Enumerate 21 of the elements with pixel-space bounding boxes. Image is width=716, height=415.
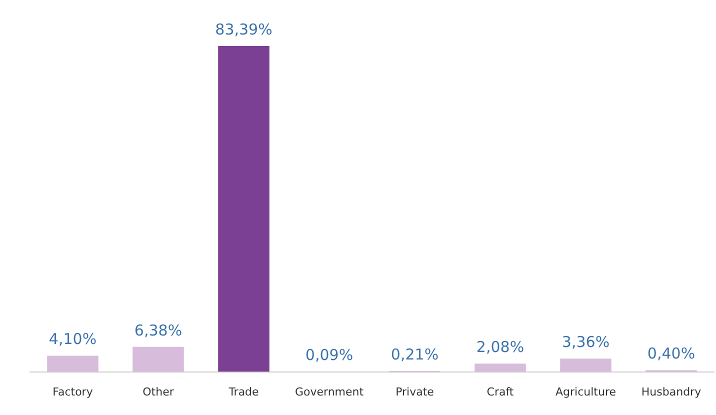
- x-tick-label: Other: [142, 385, 174, 398]
- bar: [560, 358, 612, 372]
- data-label: 0,09%: [305, 346, 354, 364]
- bar: [218, 46, 270, 372]
- bar: [47, 356, 98, 372]
- x-tick-label: Private: [396, 385, 434, 398]
- data-label: 6,38%: [134, 321, 182, 340]
- x-tick-label: Factory: [52, 385, 94, 398]
- x-tick-label: Craft: [486, 385, 514, 398]
- x-tick-label: Agriculture: [556, 385, 616, 398]
- data-label: 2,08%: [476, 338, 524, 356]
- x-tick-label: Trade: [228, 385, 260, 398]
- x-tick-label: Government: [294, 385, 364, 398]
- data-label: 0,21%: [390, 345, 439, 364]
- data-label: 4,10%: [48, 330, 97, 348]
- data-label: 83,39%: [215, 20, 272, 38]
- bar: [132, 346, 184, 372]
- data-label: 0,40%: [647, 344, 696, 363]
- data-label: 3,36%: [562, 333, 610, 352]
- bar: [474, 364, 526, 372]
- x-tick-label: Husbandry: [641, 385, 702, 398]
